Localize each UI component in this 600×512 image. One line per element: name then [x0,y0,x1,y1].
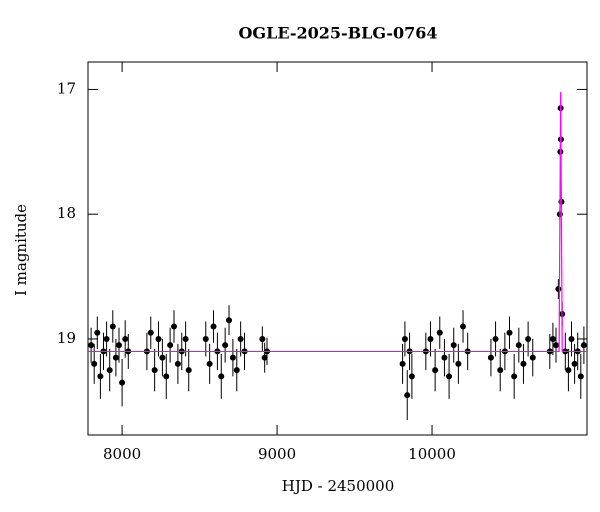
data-point [222,342,229,349]
data-point [167,342,174,349]
data-point [399,360,406,367]
data-point [427,335,434,342]
data-point [119,379,126,386]
data-point [555,286,562,293]
data-point [408,373,415,380]
data-point [103,335,110,342]
chart-title: OGLE-2025-BLG-0764 [238,24,437,43]
data-point [88,342,95,349]
data-point [115,342,122,349]
y-tick-label: 19 [57,329,76,347]
data-point [226,317,233,324]
data-point [565,367,572,374]
data-point [525,335,532,342]
plot-frame [87,61,588,436]
data-point [202,335,209,342]
data-point [529,354,536,361]
data-point [171,323,178,330]
data-point [492,335,499,342]
data-point [432,367,439,374]
data-point [506,329,513,336]
data-point [106,367,113,374]
data-point [441,354,448,361]
y-tick-label: 18 [57,204,76,222]
data-point [185,367,192,374]
data-point [455,360,462,367]
x-tick-label: 8000 [103,445,141,463]
data-point [549,335,556,342]
x-tick-label: 9000 [258,445,296,463]
data-point [122,335,129,342]
data-point [109,323,116,330]
data-point [401,335,408,342]
data-point [261,354,268,361]
data-point [553,342,560,349]
data-point [497,367,504,374]
data-point [450,342,457,349]
data-point [446,373,453,380]
data-point [147,329,154,336]
x-axis-label: HJD - 2450000 [282,477,395,495]
data-point [577,373,584,380]
data-point [460,323,467,330]
data-point [259,335,266,342]
data-point [568,335,575,342]
data-point [580,342,587,349]
data-point [511,373,518,380]
data-point [487,354,494,361]
data-point [436,329,443,336]
data-point [515,342,522,349]
data-point [163,373,170,380]
data-point [210,323,217,330]
data-point [94,329,101,336]
x-tick-label: 10000 [408,445,456,463]
data-point [520,360,527,367]
data-point [182,335,189,342]
data-point [155,335,162,342]
data-point [229,354,236,361]
data-point [404,392,411,399]
data-point [159,354,166,361]
data-point [233,367,240,374]
data-point [218,373,225,380]
data-point [174,360,181,367]
y-axis-label: I magnitude [12,204,30,296]
data-point [237,335,244,342]
data-point [151,367,158,374]
data-point [112,354,119,361]
data-point [571,360,578,367]
model-line [88,91,587,353]
y-tick-label: 17 [57,79,76,97]
data-point [206,360,213,367]
data-point [97,373,104,380]
data-point [91,360,98,367]
